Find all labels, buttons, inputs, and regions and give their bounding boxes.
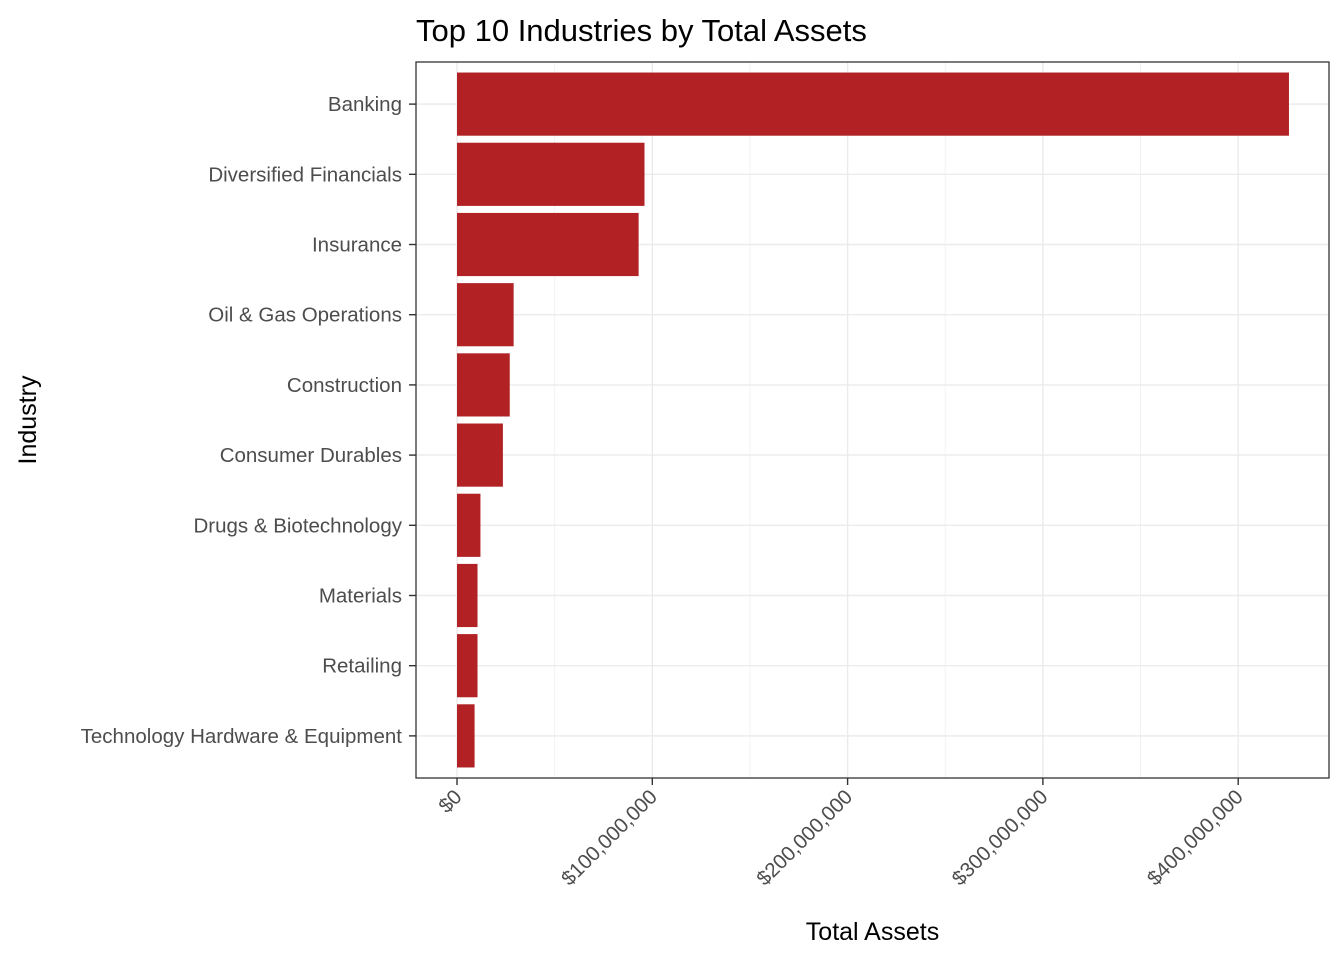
y-tick-label: Retailing (322, 655, 402, 678)
y-tick-label: Oil & Gas Operations (208, 304, 402, 327)
y-tick-label: Technology Hardware & Equipment (81, 725, 403, 748)
bar (457, 423, 503, 487)
bar (457, 353, 510, 417)
bar (457, 493, 481, 557)
y-axis-title: Industry (14, 375, 42, 464)
bar (457, 212, 639, 277)
y-tick-label: Banking (328, 93, 402, 116)
x-tick-label: $100,000,000 (557, 785, 662, 890)
y-tick-label: Insurance (312, 234, 402, 257)
bar (457, 704, 475, 768)
bar (457, 563, 478, 628)
y-axis: Banking Diversified Financials Insurance Oi… (81, 93, 416, 748)
panel-border (415, 61, 1330, 779)
x-axis: $0 $100,000,000 $200,000,000 $300,000,000 $4… (434, 778, 1248, 890)
bar (457, 283, 514, 347)
bar (457, 634, 478, 698)
x-tick-label: $300,000,000 (947, 785, 1052, 890)
x-tick-label: $200,000,000 (752, 785, 857, 890)
chart-title: Top 10 Industries by Total Assets (416, 13, 867, 48)
y-tick-label: Materials (319, 584, 402, 607)
y-tick-label: Diversified Financials (208, 163, 402, 186)
y-tick-label: Construction (287, 374, 402, 397)
x-tick-label: $0 (434, 785, 466, 817)
y-tick-label: Drugs & Biotechnology (193, 514, 402, 537)
x-axis-title: Total Assets (806, 918, 939, 946)
bar (457, 72, 1289, 136)
y-tick-label: Consumer Durables (220, 444, 402, 467)
x-tick-label: $400,000,000 (1143, 785, 1248, 890)
bar (457, 142, 645, 206)
bars (457, 72, 1289, 768)
